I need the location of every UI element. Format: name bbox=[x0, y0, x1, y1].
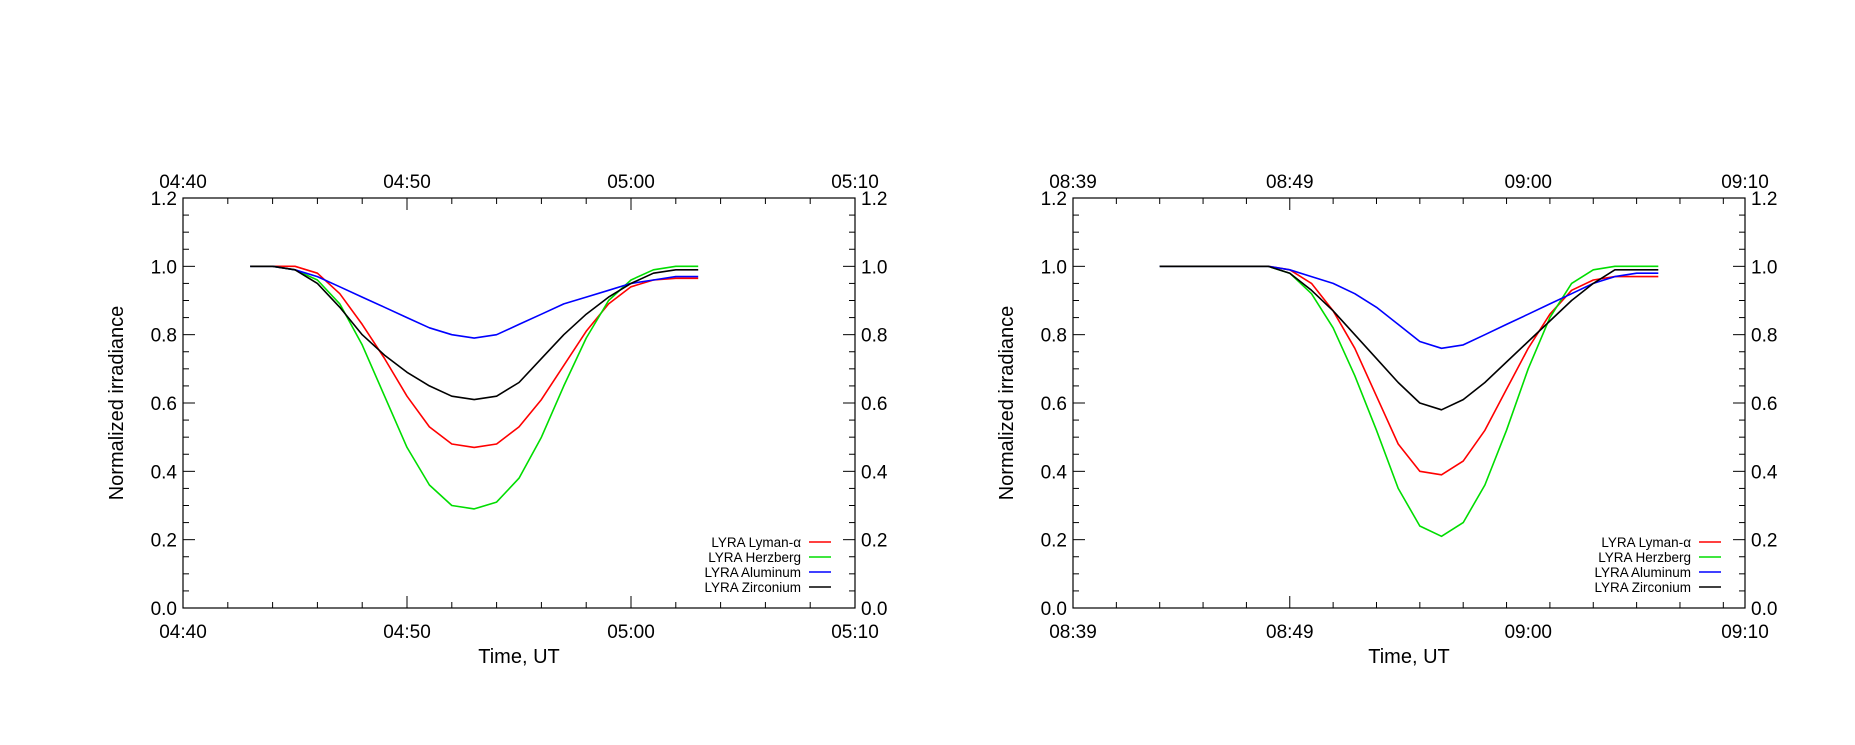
x-tick-label-bottom: 05:10 bbox=[831, 622, 879, 643]
x-tick-label-top: 04:40 bbox=[159, 172, 207, 193]
chart-panel-1: 0.0 0.0 0.2 0.2 0.4 0.4 0.6 0.6 0.8 0.8 1.0 1.0 1.2 1… bbox=[106, 172, 888, 668]
series-line-3 bbox=[250, 265, 699, 339]
y-axis-title: Normalized irradiance bbox=[106, 306, 128, 501]
x-tick-label-bottom: 09:10 bbox=[1721, 622, 1769, 643]
y-tick-label-left: 0.8 bbox=[1041, 326, 1067, 347]
x-tick-label-bottom: 08:39 bbox=[1049, 622, 1097, 643]
x-tick-label-top: 05:10 bbox=[831, 172, 879, 193]
series-line-4 bbox=[1159, 265, 1659, 411]
x-tick-label-bottom: 08:49 bbox=[1266, 622, 1314, 643]
y-tick-label-left: 0.4 bbox=[151, 462, 178, 483]
series-line-4 bbox=[250, 265, 699, 401]
y-tick-label-left: 1.0 bbox=[151, 257, 177, 278]
y-tick-label-right: 0.8 bbox=[1751, 326, 1777, 347]
y-tick-label-left: 0.2 bbox=[1041, 531, 1067, 552]
y-tick-label-left: 1.0 bbox=[1041, 257, 1067, 278]
y-tick-label-right: 0.6 bbox=[861, 394, 887, 415]
y-tick-label-right: 0.4 bbox=[1751, 462, 1778, 483]
x-tick-label-top: 05:00 bbox=[607, 172, 655, 193]
x-tick-label-bottom: 04:40 bbox=[159, 622, 207, 643]
y-axis-title: Normalized irradiance bbox=[996, 306, 1018, 501]
x-tick-label-top: 08:49 bbox=[1266, 172, 1314, 193]
y-tick-label-left: 0.0 bbox=[151, 599, 177, 620]
y-tick-label-right: 1.0 bbox=[861, 257, 887, 278]
y-tick-label-right: 0.0 bbox=[861, 599, 887, 620]
legend-label: LYRA Lyman-α bbox=[1601, 535, 1691, 550]
x-axis-title: Time, UT bbox=[478, 646, 559, 668]
y-tick-label-right: 0.2 bbox=[861, 531, 887, 552]
x-tick-label-top: 08:39 bbox=[1049, 172, 1097, 193]
x-tick-label-bottom: 04:50 bbox=[383, 622, 431, 643]
legend-label: LYRA Aluminum bbox=[1594, 565, 1691, 580]
legend-label: LYRA Lyman-α bbox=[711, 535, 801, 550]
legend-label: LYRA Herzberg bbox=[708, 550, 801, 565]
x-axis-title: Time, UT bbox=[1368, 646, 1449, 668]
y-tick-label-right: 0.6 bbox=[1751, 394, 1777, 415]
y-tick-label-left: 0.4 bbox=[1041, 462, 1068, 483]
series-line-2 bbox=[250, 265, 699, 510]
series-line-2 bbox=[1159, 265, 1659, 538]
chart-panel-2: 0.0 0.0 0.2 0.2 0.4 0.4 0.6 0.6 0.8 0.8 1.0 1.0 1.2 1… bbox=[996, 172, 1778, 668]
y-tick-label-right: 0.4 bbox=[861, 462, 888, 483]
y-tick-label-left: 0.6 bbox=[151, 394, 177, 415]
series-line-1 bbox=[250, 265, 699, 449]
legend-label: LYRA Herzberg bbox=[1598, 550, 1691, 565]
y-tick-label-left: 0.2 bbox=[151, 531, 177, 552]
y-tick-label-left: 0.6 bbox=[1041, 394, 1067, 415]
x-tick-label-top: 09:00 bbox=[1504, 172, 1552, 193]
y-tick-label-right: 0.2 bbox=[1751, 531, 1777, 552]
x-tick-label-bottom: 09:00 bbox=[1504, 622, 1552, 643]
x-tick-label-top: 09:10 bbox=[1721, 172, 1769, 193]
legend-label: LYRA Zirconium bbox=[1594, 580, 1691, 595]
series-line-1 bbox=[1159, 265, 1659, 476]
x-tick-label-top: 04:50 bbox=[383, 172, 431, 193]
y-tick-label-right: 1.2 bbox=[1751, 189, 1777, 210]
y-tick-label-left: 0.8 bbox=[151, 326, 177, 347]
y-tick-label-right: 0.0 bbox=[1751, 599, 1777, 620]
series-line-3 bbox=[1159, 265, 1659, 350]
y-tick-label-right: 1.2 bbox=[861, 189, 887, 210]
y-tick-label-right: 1.0 bbox=[1751, 257, 1777, 278]
y-tick-label-right: 0.8 bbox=[861, 326, 887, 347]
y-tick-label-left: 0.0 bbox=[1041, 599, 1067, 620]
x-tick-label-bottom: 05:00 bbox=[607, 622, 655, 643]
legend-label: LYRA Aluminum bbox=[704, 565, 801, 580]
y-tick-label-left: 1.2 bbox=[151, 189, 177, 210]
y-tick-label-left: 1.2 bbox=[1041, 189, 1067, 210]
legend-label: LYRA Zirconium bbox=[704, 580, 801, 595]
